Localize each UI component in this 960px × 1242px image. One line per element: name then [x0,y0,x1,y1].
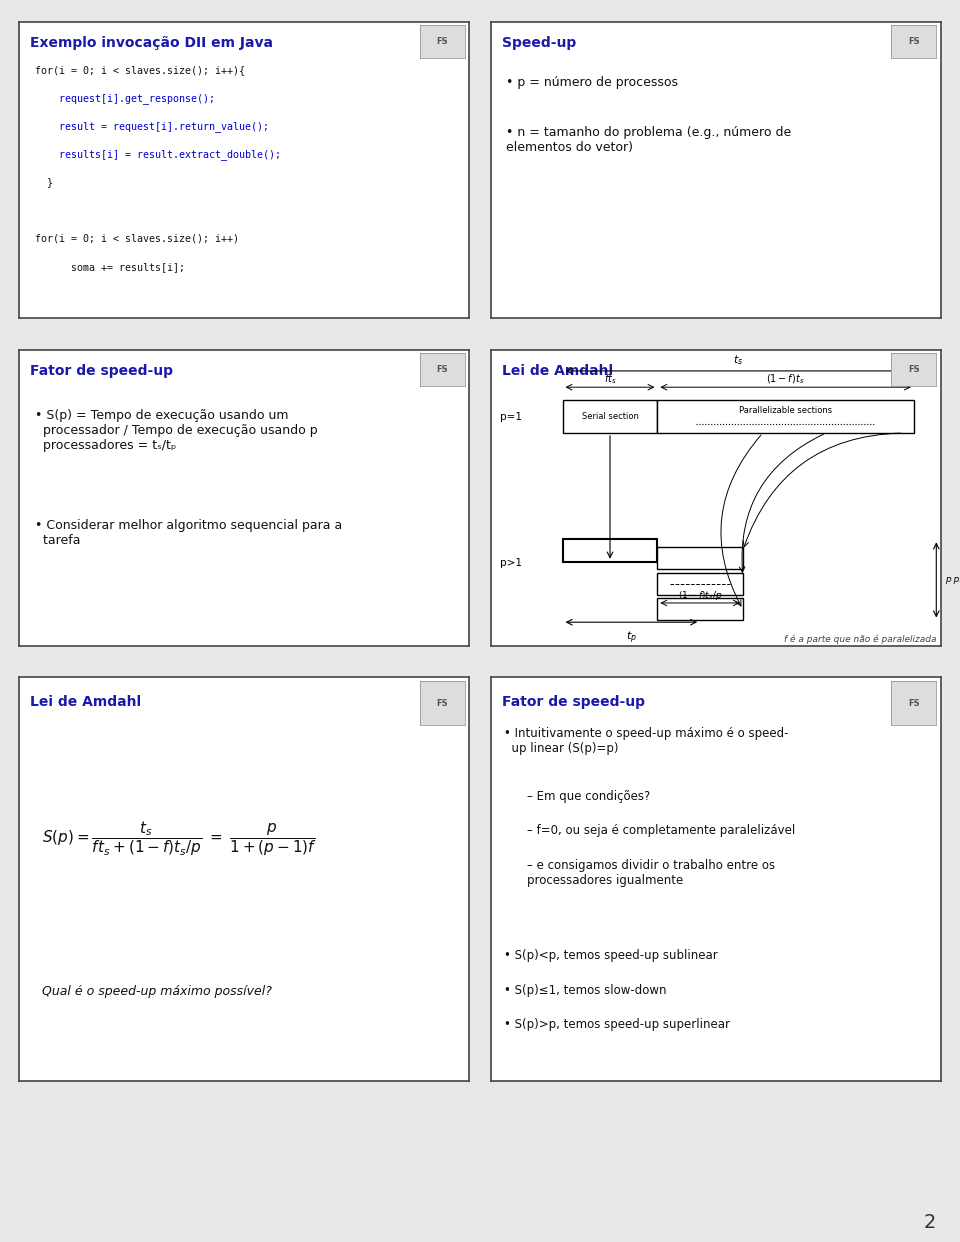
Text: • n = tamanho do problema (e.g., número de
elementos do vetor): • n = tamanho do problema (e.g., número … [506,125,792,154]
Text: $ft_s$: $ft_s$ [604,373,616,386]
Text: results[i] = result.extract_double();: results[i] = result.extract_double(); [35,149,281,160]
Bar [658,573,743,595]
Text: • Intuitivamente o speed-up máximo é o speed-
  up linear (S(p)=p): • Intuitivamente o speed-up máximo é o s… [504,728,788,755]
Text: Serial section: Serial section [582,412,638,421]
Text: • S(p)<p, temos speed-up sublinear: • S(p)<p, temos speed-up sublinear [504,949,718,963]
Text: • S(p) = Tempo de execução usando um
  processador / Tempo de execução usando p
: • S(p) = Tempo de execução usando um pro… [35,410,318,452]
Text: $(1-f)t_s$: $(1-f)t_s$ [766,373,804,386]
Text: 2: 2 [924,1213,936,1232]
Text: Qual é o speed-up máximo possível?: Qual é o speed-up máximo possível? [41,985,272,999]
Text: soma += results[i];: soma += results[i]; [35,262,185,272]
Text: – Em que condições?: – Em que condições? [527,790,650,802]
Text: Fator de speed-up: Fator de speed-up [31,364,174,378]
Bar [658,599,743,621]
Text: • S(p)≤1, temos slow-down: • S(p)≤1, temos slow-down [504,984,666,996]
Text: request[i].get_response();: request[i].get_response(); [35,93,215,104]
Text: Lei de Amdahl: Lei de Amdahl [502,364,612,378]
Text: result = request[i].return_value();: result = request[i].return_value(); [35,122,269,133]
Text: $(1-f)t_s/p$: $(1-f)t_s/p$ [678,589,722,601]
Bar [658,546,743,569]
Text: $t_s$: $t_s$ [733,353,743,366]
Text: for(i = 0; i < slaves.size(); i++): for(i = 0; i < slaves.size(); i++) [35,233,239,243]
Text: $S(p) = \dfrac{t_s}{ft_s + (1-f)t_s/p} \;=\; \dfrac{p}{1+(p-1)f}$: $S(p) = \dfrac{t_s}{ft_s + (1-f)t_s/p} \… [41,820,317,857]
Text: • p = número de processos: • p = número de processos [506,76,679,88]
Bar [658,400,914,433]
Bar [563,400,658,433]
Text: Parallelizable sections: Parallelizable sections [739,406,832,415]
Text: Lei de Amdahl: Lei de Amdahl [31,696,141,709]
Text: – f=0, ou seja é completamente paralelizável: – f=0, ou seja é completamente paraleliz… [527,825,795,837]
Text: Fator de speed-up: Fator de speed-up [502,696,645,709]
Text: }: } [35,178,53,188]
Text: $t_p$: $t_p$ [626,630,636,646]
Text: p>1: p>1 [499,558,521,568]
Text: p=1: p=1 [499,412,521,422]
Text: • S(p)>p, temos speed-up superlinear: • S(p)>p, temos speed-up superlinear [504,1018,730,1031]
Text: for(i = 0; i < slaves.size(); i++){: for(i = 0; i < slaves.size(); i++){ [35,66,245,76]
Text: p processors: p processors [946,575,960,585]
Text: • Considerar melhor algoritmo sequencial para a
  tarefa: • Considerar melhor algoritmo sequencial… [35,519,342,546]
Text: Exemplo invocação DII em Java: Exemplo invocação DII em Java [31,36,274,50]
Text: – e consigamos dividir o trabalho entre os
processadores igualmente: – e consigamos dividir o trabalho entre … [527,858,775,887]
Bar [563,539,658,561]
Text: Speed-up: Speed-up [502,36,576,50]
Text: f é a parte que não é paralelizada: f é a parte que não é paralelizada [783,635,936,645]
